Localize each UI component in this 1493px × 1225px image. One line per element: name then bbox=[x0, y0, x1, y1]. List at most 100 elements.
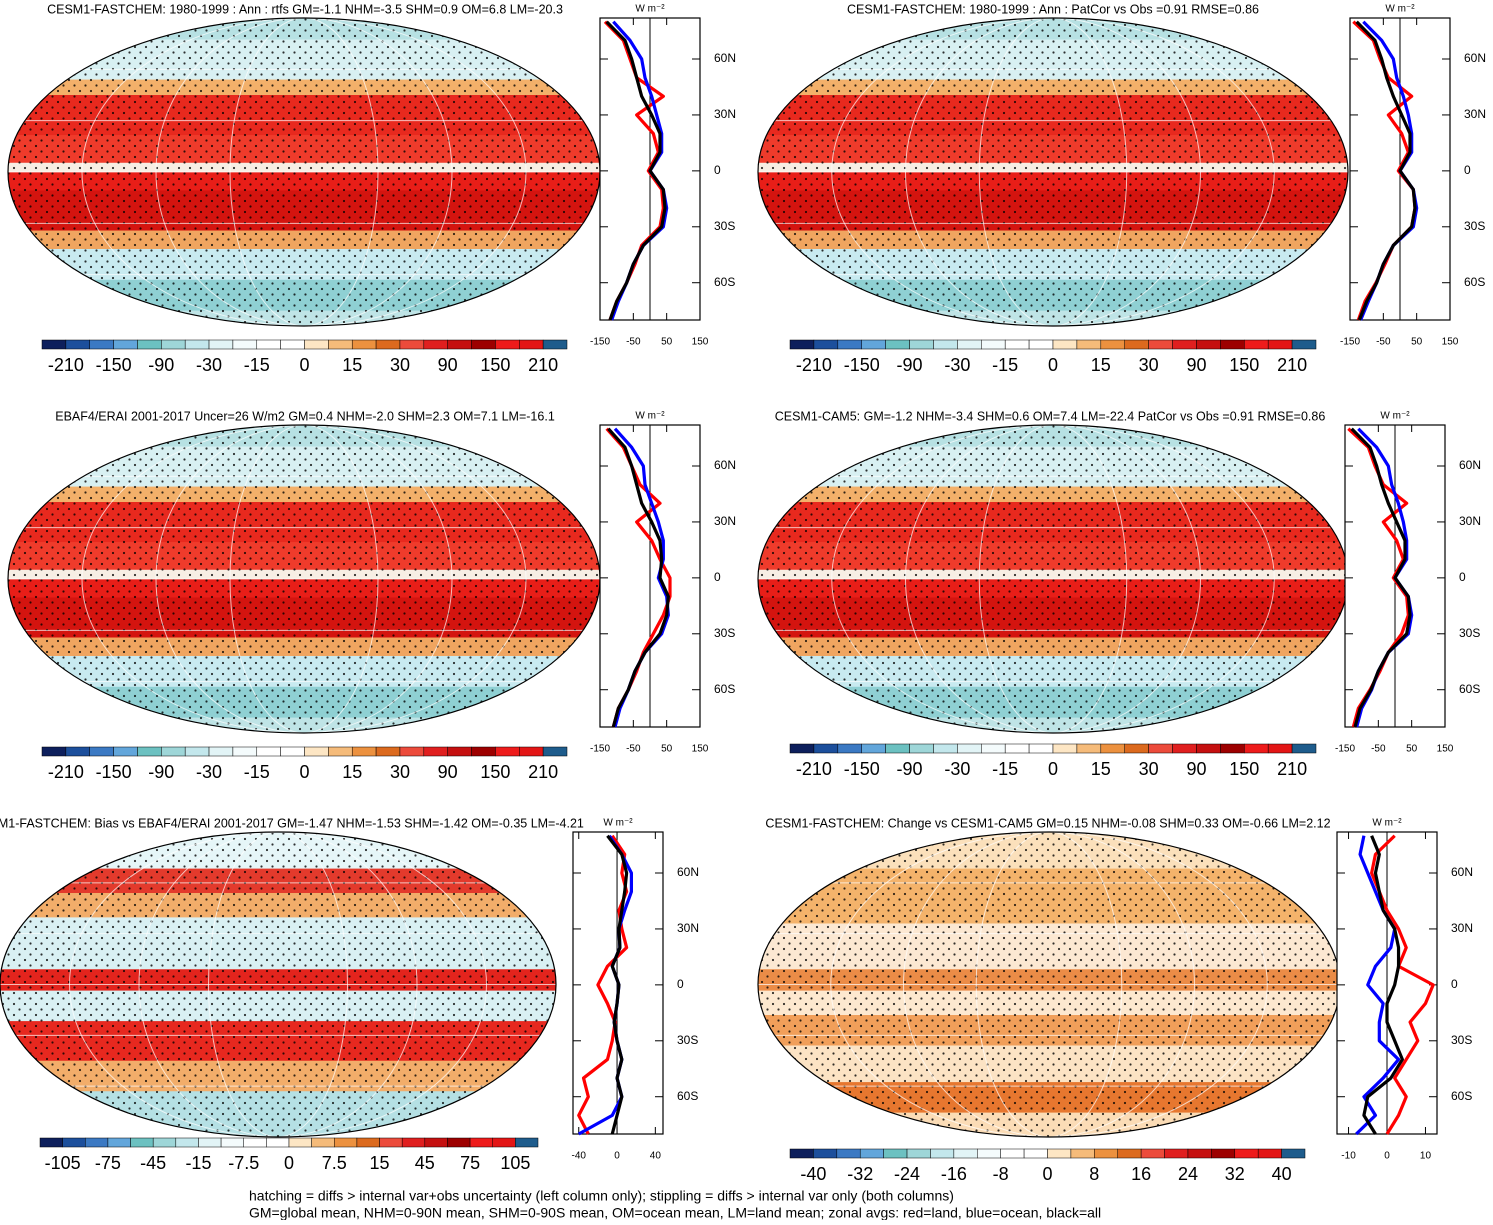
colorbar-box bbox=[39, 1137, 63, 1148]
graticule bbox=[155, 425, 453, 733]
x-tick-label: 0 bbox=[1384, 1151, 1390, 1162]
colorbar-label: -30 bbox=[196, 355, 222, 375]
colorbar-box bbox=[280, 339, 305, 350]
colorbar-label: 90 bbox=[1186, 355, 1206, 375]
colorbar-box bbox=[175, 1137, 199, 1148]
colorbar-box bbox=[356, 1137, 380, 1148]
colorbar-box bbox=[137, 339, 162, 350]
colorbar-box bbox=[130, 1137, 154, 1148]
colorbar-box bbox=[1291, 339, 1317, 350]
colorbar-label: -15 bbox=[185, 1153, 211, 1173]
colorbar-box bbox=[447, 339, 472, 350]
colorbar-box bbox=[1267, 339, 1293, 350]
colorbar-box bbox=[256, 339, 281, 350]
colorbar-box bbox=[208, 339, 234, 350]
x-tick-label: 0 bbox=[614, 1151, 620, 1162]
colorbar-label: -210 bbox=[796, 759, 832, 779]
y-tick-label: 30S bbox=[1464, 219, 1485, 233]
colorbar-box bbox=[813, 743, 839, 754]
colorbar-box bbox=[423, 339, 448, 350]
y-tick-label: 30N bbox=[714, 107, 736, 121]
y-tick-label: 30N bbox=[714, 514, 736, 528]
x-axis-label: W m⁻² bbox=[603, 818, 633, 829]
colorbar-label: -15 bbox=[992, 355, 1018, 375]
x-tick-label: -150 bbox=[1340, 337, 1360, 348]
colorbar-box bbox=[288, 1137, 312, 1148]
panel: CESM1-FASTCHEM: Change vs CESM1-CAM5 GM=… bbox=[757, 816, 1473, 1184]
colorbar-box bbox=[933, 743, 958, 754]
y-tick-label: 60S bbox=[1451, 1089, 1472, 1103]
x-tick-label: -50 bbox=[626, 744, 641, 755]
colorbar-box bbox=[1094, 1148, 1118, 1159]
colorbar-box bbox=[542, 339, 568, 350]
colorbar-label: -30 bbox=[944, 759, 970, 779]
colorbar-label: -210 bbox=[48, 762, 84, 782]
y-tick-label: 30N bbox=[1451, 921, 1473, 935]
colorbar-box bbox=[1196, 743, 1221, 754]
colorbar-box bbox=[311, 1137, 335, 1148]
map bbox=[0, 832, 556, 1137]
colorbar-label: 30 bbox=[1139, 355, 1159, 375]
colorbar-label: -90 bbox=[897, 355, 923, 375]
colorbar-label: -150 bbox=[96, 762, 132, 782]
colorbar-box bbox=[1211, 1148, 1236, 1159]
colorbar-label: 40 bbox=[1272, 1164, 1292, 1184]
colorbar-box bbox=[41, 746, 67, 757]
y-tick-label: 60S bbox=[1459, 682, 1480, 696]
colorbar-box bbox=[1187, 1148, 1212, 1159]
panel-title: CESM1-CAM5: GM=-1.2 NHM=-3.4 SHM=0.6 OM=… bbox=[775, 409, 1326, 423]
colorbar-box bbox=[1172, 339, 1197, 350]
colorbar-box bbox=[1220, 339, 1245, 350]
map bbox=[758, 425, 1348, 733]
colorbar-box bbox=[1148, 339, 1173, 350]
colorbar-box bbox=[953, 1148, 978, 1159]
colorbar-box bbox=[89, 339, 114, 350]
x-tick-label: 10 bbox=[1420, 1151, 1432, 1162]
colorbar-label: 90 bbox=[1186, 759, 1206, 779]
colorbar-box bbox=[198, 1137, 222, 1148]
graticule bbox=[831, 18, 1275, 326]
colorbar-box bbox=[1140, 1148, 1165, 1159]
colorbar-box bbox=[152, 1137, 177, 1148]
x-tick-label: -150 bbox=[1335, 744, 1355, 755]
colorbar-box bbox=[859, 1148, 884, 1159]
y-tick-label: 0 bbox=[1451, 977, 1458, 991]
colorbar-box bbox=[1004, 339, 1030, 350]
map bbox=[8, 425, 600, 733]
colorbar-box bbox=[1291, 743, 1317, 754]
colorbar-box bbox=[232, 339, 258, 350]
colorbar-box bbox=[65, 746, 90, 757]
colorbar-box bbox=[351, 339, 377, 350]
map bbox=[758, 18, 1348, 326]
colorbar-box bbox=[957, 339, 982, 350]
x-axis-label: W m⁻² bbox=[1372, 818, 1402, 829]
colorbar-label: 0 bbox=[1048, 355, 1058, 375]
colorbar-label: -24 bbox=[894, 1164, 920, 1184]
colorbar-box bbox=[837, 743, 862, 754]
colorbar-box bbox=[1076, 339, 1102, 350]
y-tick-label: 60N bbox=[714, 458, 736, 472]
colorbar-box bbox=[1028, 743, 1054, 754]
colorbar-box bbox=[789, 743, 815, 754]
colorbar-box bbox=[977, 1148, 1001, 1159]
graticule bbox=[69, 832, 487, 1137]
colorbar-label: 0 bbox=[299, 355, 309, 375]
colorbar-box bbox=[495, 339, 520, 350]
panel-title: CESM1-FASTCHEM: 1980-1999 : Ann : PatCor… bbox=[847, 2, 1259, 16]
y-tick-label: 60S bbox=[714, 275, 735, 289]
colorbar-label: 0 bbox=[284, 1153, 294, 1173]
colorbar-box bbox=[89, 746, 114, 757]
colorbar-label: 150 bbox=[480, 762, 510, 782]
colorbar-label: -15 bbox=[244, 762, 270, 782]
x-tick-label: -10 bbox=[1341, 1151, 1356, 1162]
y-tick-label: 60N bbox=[1464, 51, 1486, 65]
colorbar-label: 210 bbox=[1277, 355, 1307, 375]
colorbar-label: 150 bbox=[1229, 355, 1259, 375]
colorbar-box bbox=[909, 743, 934, 754]
x-tick-label: -50 bbox=[1376, 337, 1391, 348]
y-tick-label: 60N bbox=[1451, 865, 1473, 879]
colorbar-label: 45 bbox=[415, 1153, 435, 1173]
y-tick-label: 60N bbox=[714, 51, 736, 65]
